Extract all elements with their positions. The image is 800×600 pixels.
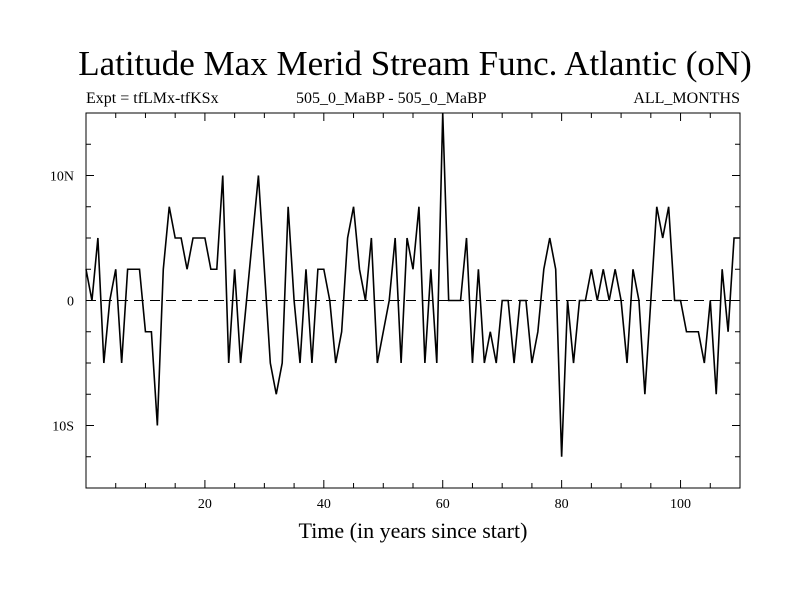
y-tick-label: 10N (50, 170, 74, 185)
x-tick-label: 40 (317, 497, 331, 512)
series-line (85, 112, 740, 457)
chart-subtitle: 505_0_MaBP - 505_0_MaBP (296, 90, 487, 107)
x-tick-label: 80 (555, 497, 569, 512)
y-tick-label: 10S (52, 420, 74, 435)
x-tick-label: 20 (198, 497, 212, 512)
y-tick-label: 0 (67, 295, 74, 310)
x-axis-label: Time (in years since start) (298, 518, 528, 543)
x-tick-label: 60 (436, 497, 450, 512)
experiment-label: Expt = tfLMx-tfKSx (86, 90, 219, 107)
months-label: ALL_MONTHS (633, 90, 740, 107)
chart-title: Latitude Max Merid Stream Func. Atlantic… (78, 44, 752, 83)
x-tick-label: 100 (670, 497, 691, 512)
